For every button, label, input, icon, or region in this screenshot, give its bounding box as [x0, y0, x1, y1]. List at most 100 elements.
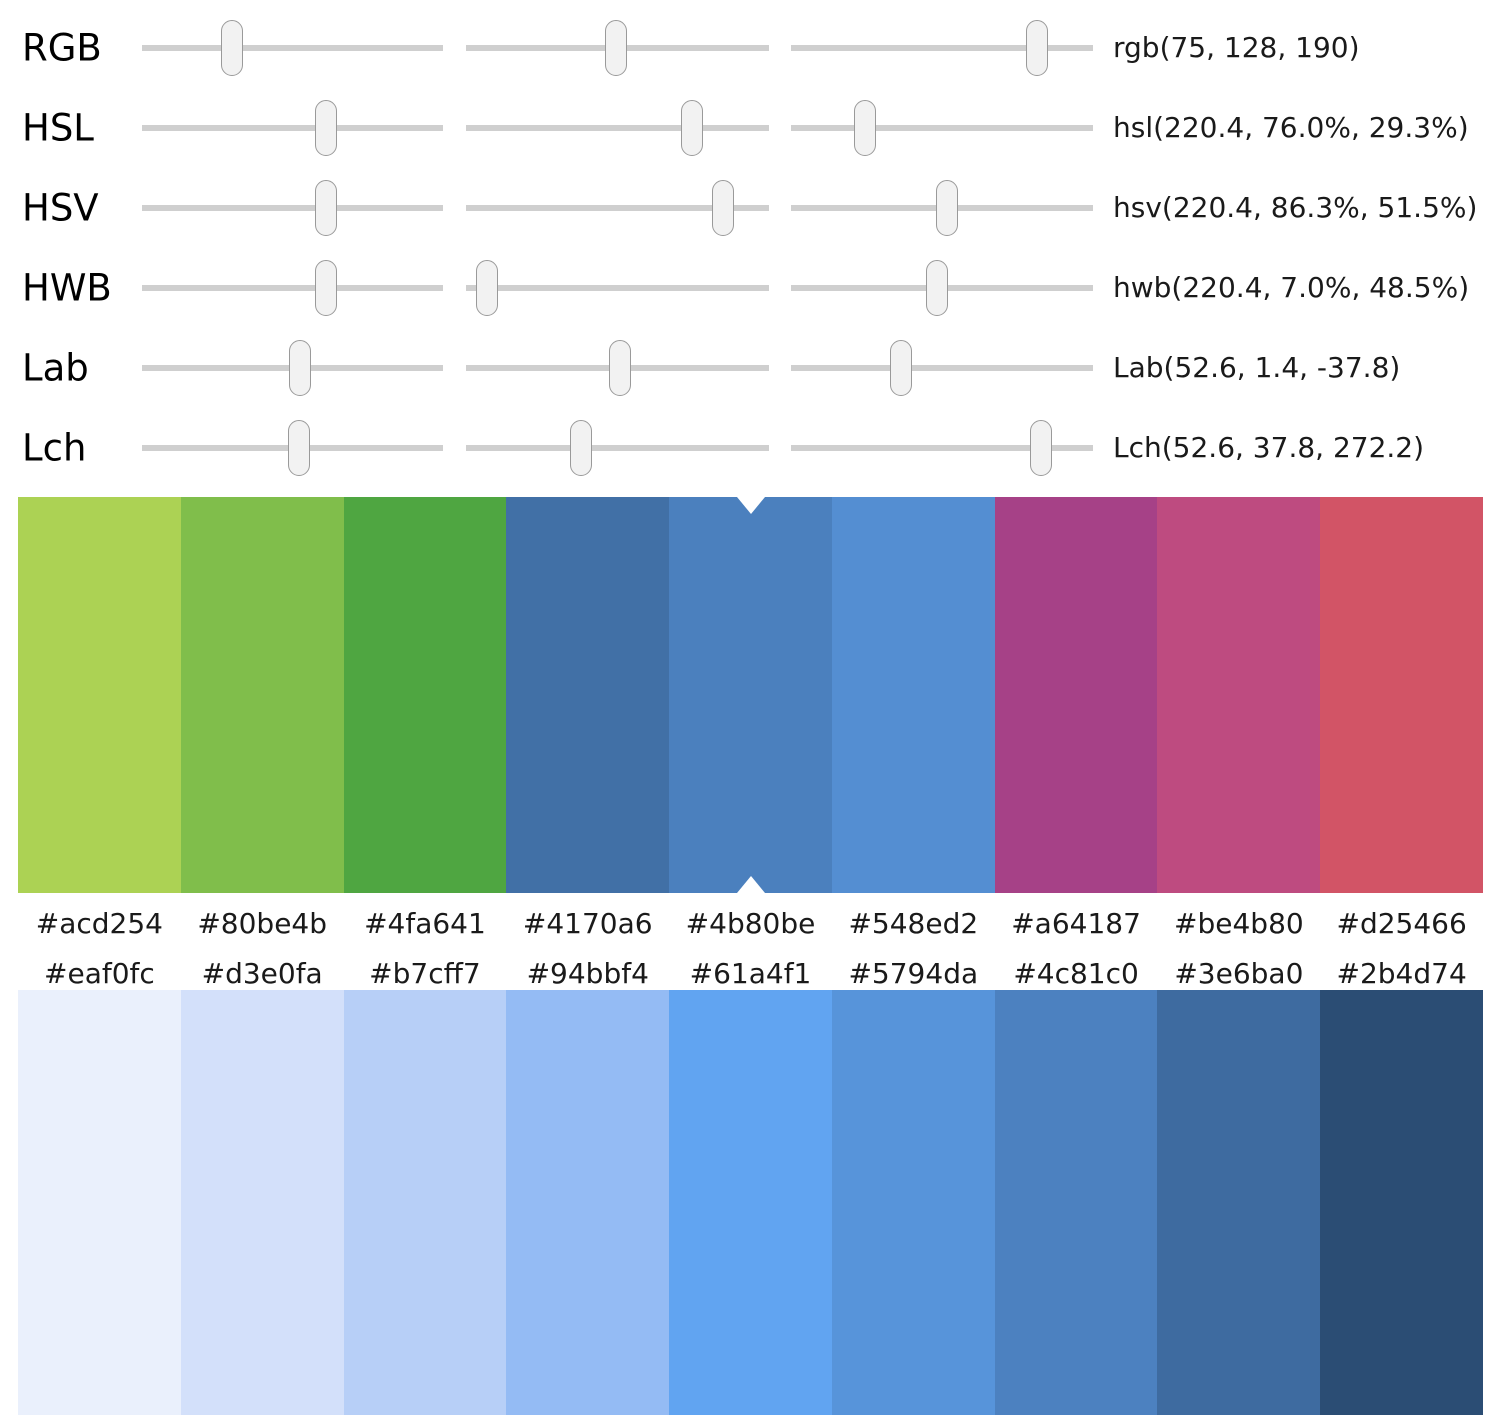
slider-track-group [142, 8, 1501, 88]
slider-track-lch-2[interactable] [791, 420, 1093, 476]
slider-handle-lab-0[interactable] [289, 340, 312, 396]
palette-swatch[interactable] [669, 990, 832, 1415]
slider-handle-lch-1[interactable] [570, 420, 593, 476]
hex-label-primary: #4fa641 [364, 907, 486, 940]
slider-track-group [142, 88, 1501, 168]
palette-swatch[interactable] [1157, 990, 1321, 1415]
slider-track-lch-0[interactable] [142, 420, 443, 476]
palette-swatch[interactable] [831, 497, 995, 893]
slider-track-group [142, 248, 1501, 328]
slider-handle-hwb-1[interactable] [476, 260, 499, 316]
slider-handle-hsv-2[interactable] [935, 180, 958, 236]
hex-label-shade: #eaf0fc [44, 957, 155, 990]
hex-labels-shades: #eaf0fc #d3e0fa #b7cff7 #94bbf4 #61a4f1 #5794… [18, 952, 1483, 996]
slider-row-lab: Lab Lab(52.6, 1.4, -37.8) [0, 328, 1501, 408]
slider-track-group [142, 168, 1501, 248]
slider-track-hsl-0[interactable] [142, 100, 443, 156]
hex-label-shade: #d3e0fa [201, 957, 323, 990]
palette-swatch[interactable] [18, 497, 181, 893]
color-value-hsl: hsl(220.4, 76.0%, 29.3%) [1113, 111, 1469, 144]
palette-swatch[interactable] [1157, 497, 1321, 893]
slider-track-hsl-1[interactable] [466, 100, 769, 156]
slider-row-rgb: RGB rgb(75, 128, 190) [0, 8, 1501, 88]
hex-label-shade: #5794da [848, 957, 979, 990]
slider-handle-lab-2[interactable] [890, 340, 913, 396]
slider-track-lab-0[interactable] [142, 340, 443, 396]
slider-track-rgb-0[interactable] [142, 20, 443, 76]
hex-label-primary: #be4b80 [1174, 907, 1304, 940]
slider-handle-hsv-0[interactable] [315, 180, 338, 236]
slider-row-label: HSV [22, 186, 99, 230]
color-value-lch: Lch(52.6, 37.8, 272.2) [1113, 431, 1425, 464]
slider-handle-hsl-0[interactable] [315, 100, 338, 156]
palette-swatch[interactable] [994, 497, 1158, 893]
palette-swatch[interactable] [343, 497, 507, 893]
palette-swatch[interactable] [180, 497, 344, 893]
palette-shades [18, 990, 1484, 1415]
slider-handle-rgb-1[interactable] [604, 20, 627, 76]
slider-row-label: Lch [22, 426, 87, 470]
slider-row-hsl: HSL hsl(220.4, 76.0%, 29.3%) [0, 88, 1501, 168]
slider-row-lch: Lch Lch(52.6, 37.8, 272.2) [0, 408, 1501, 488]
slider-track-hwb-2[interactable] [791, 260, 1093, 316]
hex-label-shade: #3e6ba0 [1174, 957, 1304, 990]
hex-labels-primary: #acd254 #80be4b #4fa641 #4170a6 #4b80be #548e… [18, 902, 1483, 946]
slider-handle-hwb-0[interactable] [315, 260, 338, 316]
palette-swatch[interactable] [1320, 497, 1484, 893]
selected-marker-top-icon [736, 497, 765, 514]
slider-row-label: HSL [22, 106, 94, 150]
color-value-hsv: hsv(220.4, 86.3%, 51.5%) [1113, 191, 1478, 224]
slider-track-lab-1[interactable] [466, 340, 769, 396]
palette-swatch[interactable] [994, 990, 1158, 1415]
palette-swatch[interactable] [180, 990, 344, 1415]
color-value-hwb: hwb(220.4, 7.0%, 48.5%) [1113, 271, 1470, 304]
slider-handle-hsl-2[interactable] [853, 100, 876, 156]
slider-row-label: HWB [22, 266, 112, 310]
hex-label-primary: #4b80be [685, 907, 816, 940]
slider-handle-hwb-2[interactable] [926, 260, 949, 316]
color-model-sliders: RGB rgb(75, 128, 190) HSL hsl(220.4, 76.0%,… [0, 0, 1501, 497]
slider-handle-lab-1[interactable] [608, 340, 631, 396]
palette-swatch[interactable] [506, 990, 670, 1415]
color-value-rgb: rgb(75, 128, 190) [1113, 31, 1360, 64]
slider-track-rgb-2[interactable] [791, 20, 1093, 76]
hex-label-primary: #548ed2 [848, 907, 979, 940]
slider-handle-hsl-1[interactable] [680, 100, 703, 156]
slider-track-rgb-1[interactable] [466, 20, 769, 76]
slider-track-lch-1[interactable] [466, 420, 769, 476]
hex-label-primary: #acd254 [35, 907, 163, 940]
hex-label-primary: #a64187 [1011, 907, 1141, 940]
palette-primary [18, 497, 1484, 893]
slider-handle-hsv-1[interactable] [711, 180, 734, 236]
slider-track-lab-2[interactable] [791, 340, 1093, 396]
hex-label-primary: #80be4b [197, 907, 328, 940]
hex-label-shade: #4c81c0 [1013, 957, 1139, 990]
hex-label-shade: #61a4f1 [689, 957, 812, 990]
slider-track-hwb-0[interactable] [142, 260, 443, 316]
slider-handle-lch-2[interactable] [1030, 420, 1053, 476]
slider-handle-lch-0[interactable] [288, 420, 311, 476]
hex-label-primary: #4170a6 [522, 907, 653, 940]
palette-swatch[interactable] [831, 990, 995, 1415]
slider-handle-rgb-0[interactable] [221, 20, 244, 76]
selected-marker-bottom-icon [736, 876, 765, 893]
palette-swatch[interactable] [669, 497, 832, 893]
slider-track-hsl-2[interactable] [791, 100, 1093, 156]
hex-label-shade: #b7cff7 [369, 957, 481, 990]
palette-swatch[interactable] [18, 990, 181, 1415]
palette-swatch[interactable] [343, 990, 507, 1415]
slider-track-hsv-0[interactable] [142, 180, 443, 236]
hex-label-shade: #94bbf4 [526, 957, 649, 990]
slider-track-group [142, 408, 1501, 488]
palette-swatch[interactable] [1320, 990, 1484, 1415]
slider-row-label: Lab [22, 346, 89, 390]
slider-row-hsv: HSV hsv(220.4, 86.3%, 51.5%) [0, 168, 1501, 248]
slider-handle-rgb-2[interactable] [1026, 20, 1049, 76]
slider-track-hsv-1[interactable] [466, 180, 769, 236]
slider-track-hwb-1[interactable] [466, 260, 769, 316]
slider-row-label: RGB [22, 26, 102, 70]
hex-label-primary: #d25466 [1336, 907, 1467, 940]
slider-row-hwb: HWB hwb(220.4, 7.0%, 48.5%) [0, 248, 1501, 328]
palette-swatch[interactable] [506, 497, 670, 893]
slider-track-hsv-2[interactable] [791, 180, 1093, 236]
